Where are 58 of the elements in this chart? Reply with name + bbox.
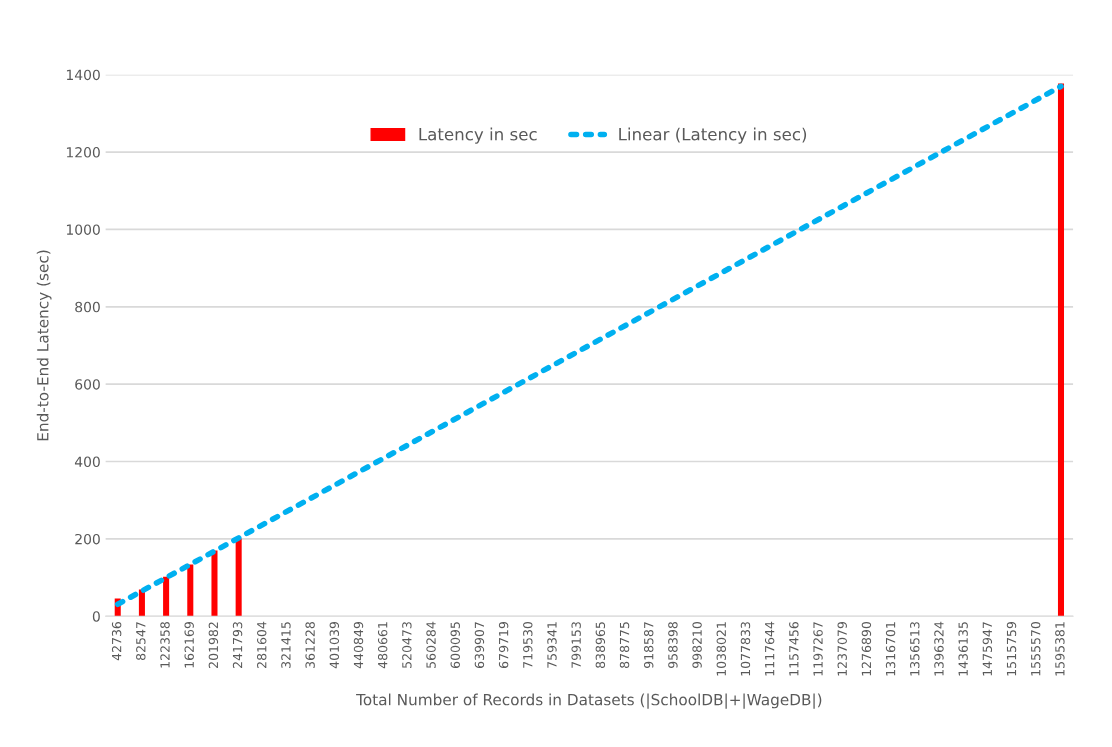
x-tick-label: 679719	[498, 622, 509, 668]
x-tick-label: 958398	[668, 621, 678, 669]
x-tick-label: 1356513	[910, 622, 920, 676]
x-tick-label: 122358	[160, 621, 170, 668]
y-tick-label: 0	[92, 611, 100, 622]
x-tick-label: 1038021	[716, 622, 727, 676]
x-tick-label: 1117644	[764, 621, 775, 676]
y-tick-label: 600	[75, 379, 100, 390]
x-tick-label: 480661	[377, 622, 388, 669]
legend-label: Linear (Latency in sec)	[619, 127, 807, 144]
x-tick-label: 1515759	[1006, 622, 1017, 676]
bar	[211, 550, 218, 617]
x-tick-label: 401039	[329, 622, 340, 669]
x-tick-label: 1077833	[740, 622, 751, 676]
x-tick-label: 241793	[232, 622, 243, 668]
x-tick-label: 1316701	[885, 622, 896, 676]
y-tick-label: 1000	[66, 224, 100, 235]
x-tick-label: 281604	[257, 621, 267, 668]
bar	[1057, 83, 1065, 617]
x-tick-label: 918587	[644, 622, 654, 669]
x-tick-label: 201982	[208, 622, 219, 668]
x-tick-label: 1595381	[1055, 622, 1065, 676]
x-axis-title: Total Number of Records in Datasets (|SchoolDB|+|WageDB|)	[356, 693, 822, 709]
y-tick-label: 800	[75, 301, 100, 313]
x-tick-label: 1157456	[789, 621, 799, 676]
x-tick-label: 759341	[547, 622, 557, 668]
x-tick-label: 600095	[450, 622, 460, 668]
x-tick-label: 1197267	[813, 622, 823, 676]
x-tick-label: 1436135	[958, 622, 968, 676]
x-tick-label: 1276890	[861, 621, 872, 676]
x-tick-label: 719530	[523, 621, 533, 668]
x-tick-label: 639907	[474, 622, 485, 668]
x-tick-label: 440849	[353, 622, 364, 669]
x-tick-label: 1475947	[982, 622, 993, 676]
legend-label: Latency in sec	[419, 127, 537, 144]
x-tick-label: 998210	[692, 621, 702, 669]
x-tick-label: 42736	[111, 621, 122, 661]
x-tick-label: 1396324	[934, 621, 944, 676]
x-tick-label: 560284	[426, 621, 436, 668]
y-tick-label: 200	[75, 533, 100, 545]
x-tick-label: 361228	[305, 621, 315, 668]
x-tick-label: 799153	[571, 622, 581, 668]
bar	[235, 538, 242, 617]
x-tick-label: 321415	[281, 622, 291, 668]
x-tick-label: 162169	[184, 622, 194, 668]
x-tick-label: 82547	[136, 622, 146, 661]
x-tick-label: 1555570	[1030, 621, 1041, 676]
y-tick-label: 400	[74, 456, 100, 468]
y-axis-title: End-to-End Latency (sec)	[36, 250, 52, 441]
y-tick-label: 1200	[66, 147, 100, 158]
x-tick-label: 838965	[595, 622, 606, 669]
bar	[187, 564, 194, 617]
x-tick-label: 1237079	[837, 622, 847, 676]
bar	[138, 589, 145, 617]
x-tick-label: 520473	[402, 622, 412, 668]
bar	[163, 576, 170, 617]
x-tick-label: 878775	[619, 622, 630, 669]
y-tick-label: 1400	[66, 69, 100, 81]
